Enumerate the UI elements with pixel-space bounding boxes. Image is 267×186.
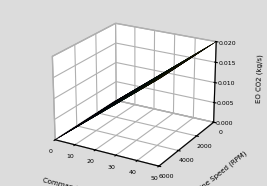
Y-axis label: Engine Speed (RPM): Engine Speed (RPM)	[189, 150, 248, 186]
X-axis label: Commanded Fuel (mg/inj): Commanded Fuel (mg/inj)	[42, 176, 132, 186]
